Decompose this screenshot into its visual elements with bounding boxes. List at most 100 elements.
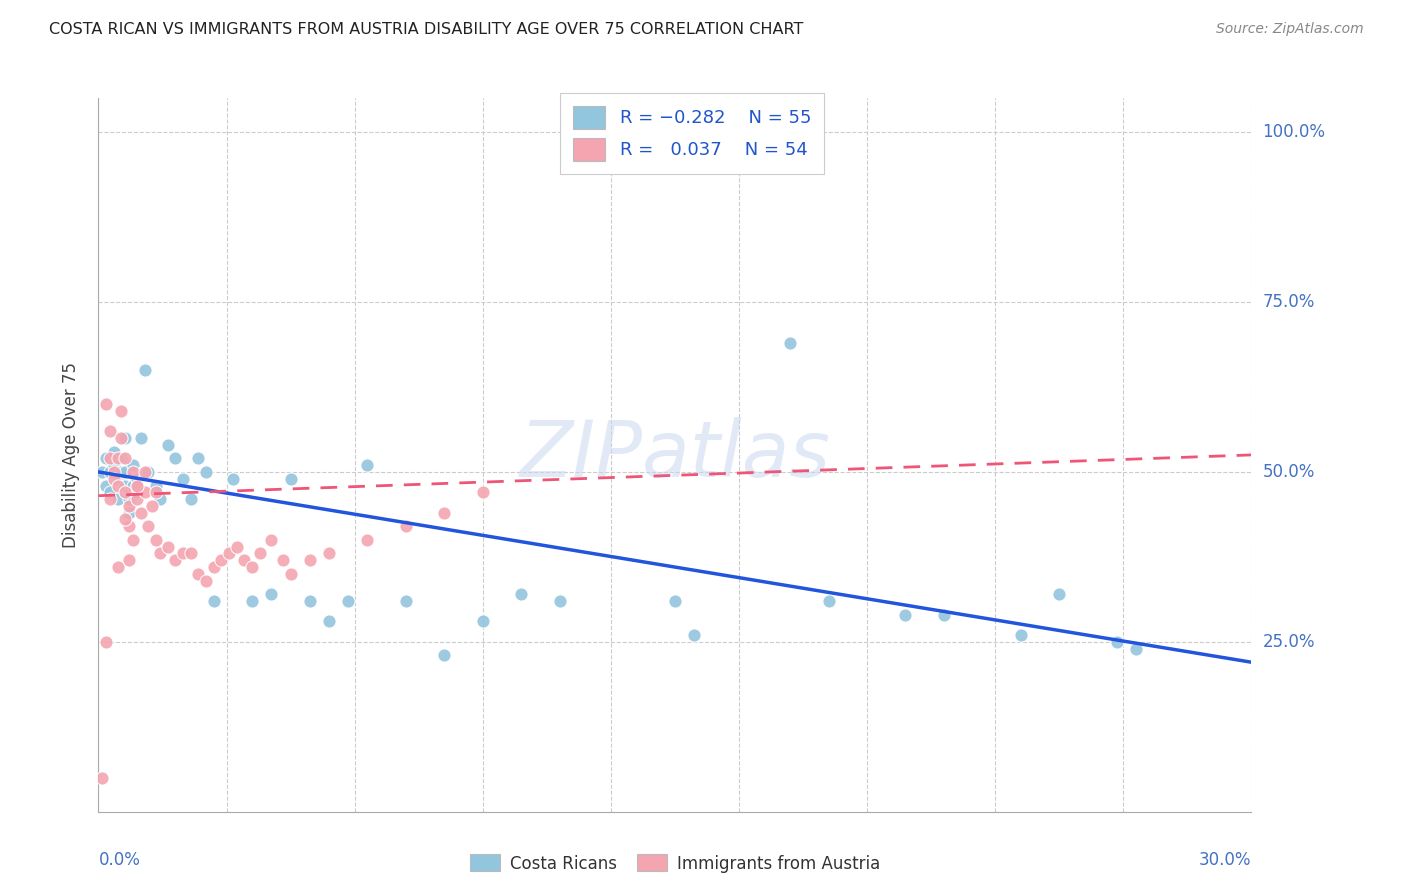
Point [548, 594, 571, 608]
Point [134, 465, 156, 479]
Point [114, 485, 136, 500]
Text: 100.0%: 100.0% [1263, 123, 1326, 141]
Point [129, 431, 152, 445]
Point [114, 512, 136, 526]
Text: ZIPatlas: ZIPatlas [519, 417, 831, 493]
Point [94, 397, 117, 411]
Point [195, 574, 218, 588]
Point [222, 472, 245, 486]
Point [202, 594, 225, 608]
Point [260, 533, 283, 547]
Point [510, 587, 533, 601]
Point [260, 587, 283, 601]
Point [118, 506, 141, 520]
Point [471, 485, 494, 500]
Point [209, 553, 232, 567]
Point [664, 594, 686, 608]
Point [149, 546, 172, 560]
Point [817, 594, 839, 608]
Point [683, 628, 706, 642]
Y-axis label: Disability Age Over 75: Disability Age Over 75 [62, 362, 80, 548]
Point [1010, 628, 1032, 642]
Point [156, 438, 179, 452]
Text: 50.0%: 50.0% [1263, 463, 1315, 481]
Point [114, 431, 136, 445]
Point [165, 553, 187, 567]
Point [98, 451, 121, 466]
Point [240, 594, 263, 608]
Point [107, 478, 129, 492]
Point [107, 472, 129, 486]
Point [149, 492, 172, 507]
Point [356, 458, 378, 472]
Point [98, 492, 121, 507]
Point [145, 533, 167, 547]
Point [932, 607, 955, 622]
Point [125, 472, 148, 486]
Point [249, 546, 271, 560]
Point [94, 478, 117, 492]
Point [118, 553, 141, 567]
Point [298, 594, 321, 608]
Point [91, 771, 114, 785]
Point [187, 566, 209, 581]
Point [145, 485, 167, 500]
Point [103, 472, 125, 486]
Legend: R = −0.282    N = 55, R =   0.037    N = 54: R = −0.282 N = 55, R = 0.037 N = 54 [561, 93, 824, 174]
Point [129, 506, 152, 520]
Point [110, 431, 132, 445]
Point [141, 499, 163, 513]
Text: COSTA RICAN VS IMMIGRANTS FROM AUSTRIA DISABILITY AGE OVER 75 CORRELATION CHART: COSTA RICAN VS IMMIGRANTS FROM AUSTRIA D… [49, 22, 804, 37]
Point [280, 566, 302, 581]
Point [125, 478, 148, 492]
Point [145, 478, 167, 492]
Point [118, 519, 141, 533]
Point [172, 546, 194, 560]
Point [156, 540, 179, 554]
Point [395, 519, 418, 533]
Point [107, 560, 129, 574]
Point [471, 615, 494, 629]
Point [125, 478, 148, 492]
Text: 30.0%: 30.0% [1199, 851, 1251, 869]
Point [225, 540, 247, 554]
Point [433, 506, 456, 520]
Point [180, 492, 202, 507]
Point [1125, 641, 1147, 656]
Point [172, 472, 194, 486]
Point [433, 648, 456, 663]
Legend: Costa Ricans, Immigrants from Austria: Costa Ricans, Immigrants from Austria [463, 847, 887, 880]
Text: Source: ZipAtlas.com: Source: ZipAtlas.com [1216, 22, 1364, 37]
Point [337, 594, 360, 608]
Point [103, 444, 125, 458]
Point [180, 546, 202, 560]
Point [107, 451, 129, 466]
Point [98, 465, 121, 479]
Point [118, 492, 141, 507]
Point [240, 560, 263, 574]
Point [110, 465, 132, 479]
Text: 0.0%: 0.0% [98, 851, 141, 869]
Point [779, 335, 801, 350]
Point [318, 615, 340, 629]
Point [122, 478, 145, 492]
Text: 25.0%: 25.0% [1263, 632, 1315, 651]
Point [103, 458, 125, 472]
Point [114, 478, 136, 492]
Point [1047, 587, 1070, 601]
Point [94, 635, 117, 649]
Point [395, 594, 418, 608]
Point [134, 485, 156, 500]
Point [122, 533, 145, 547]
Point [138, 465, 160, 479]
Point [122, 465, 145, 479]
Point [187, 451, 209, 466]
Point [125, 485, 148, 500]
Point [218, 546, 240, 560]
Point [107, 492, 129, 507]
Point [1105, 635, 1128, 649]
Point [114, 465, 136, 479]
Point [110, 403, 132, 417]
Point [110, 451, 132, 466]
Point [195, 465, 218, 479]
